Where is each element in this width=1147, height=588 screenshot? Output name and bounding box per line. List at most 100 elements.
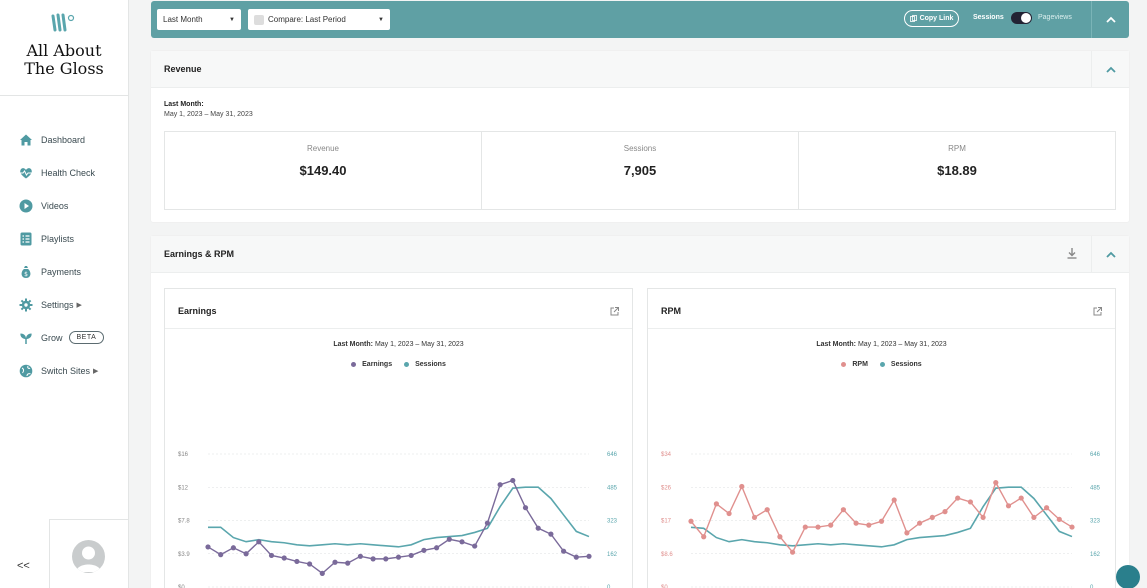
rpm-data-point[interactable] [967,499,973,505]
sidebar-item-settings[interactable]: Settings ▶ [0,288,128,321]
rpm-data-point[interactable] [688,518,694,524]
earnings-data-point[interactable] [383,556,389,562]
rpm-data-point[interactable] [1031,514,1037,521]
help-button[interactable] [1116,565,1140,588]
earnings-data-point[interactable] [548,531,554,537]
legend-item-rpm[interactable]: RPM [841,361,868,368]
site-name: All About The Gloss [0,42,128,78]
earnings-data-point[interactable] [421,547,427,553]
earnings-data-point[interactable] [294,558,300,565]
rpm-data-point[interactable] [980,514,986,521]
earnings-data-point[interactable] [205,544,211,550]
rpm-data-point[interactable] [1069,524,1075,530]
sidebar: All About The Gloss Dashboard Health Che… [0,0,129,588]
copy-link-button[interactable]: Copy Link [904,10,959,27]
sidebar-item-playlists[interactable]: Playlists [0,222,128,255]
earnings-data-point[interactable] [268,552,275,559]
earnings-data-point[interactable] [484,520,490,526]
rpm-data-point[interactable] [1044,505,1050,511]
compare-select[interactable]: Compare: Last Period ▼ [248,9,390,30]
rpm-data-point[interactable] [917,520,923,526]
download-icon[interactable] [1067,248,1077,261]
rpm-data-point[interactable] [713,501,719,507]
play-icon [19,199,33,212]
earnings-data-point[interactable] [408,552,414,559]
legend-item-sessions[interactable]: Sessions [404,361,446,368]
sidebar-item-dashboard[interactable]: Dashboard [0,123,128,156]
earnings-data-point[interactable] [230,545,236,551]
rpm-data-point[interactable] [701,534,707,540]
y-tick-label-left: $3.9 [178,552,190,558]
rpm-data-point[interactable] [840,507,846,513]
rpm-data-point[interactable] [790,549,796,555]
earnings-data-point[interactable] [256,539,262,545]
earnings-data-point[interactable] [573,554,579,560]
avatar[interactable] [72,540,105,573]
legend-item-sessions[interactable]: Sessions [879,361,922,368]
earnings-data-point[interactable] [281,555,287,561]
external-link-icon[interactable] [610,303,619,321]
sidebar-item-grow[interactable]: Grow BETA [0,321,128,354]
rpm-data-point[interactable] [878,518,885,524]
earnings-data-point[interactable] [434,545,440,551]
rpm-data-point[interactable] [942,509,948,515]
earnings-data-point[interactable] [370,556,376,562]
sessions-pageviews-toggle[interactable] [1011,12,1032,24]
legend-item-earnings[interactable]: Earnings [351,361,392,368]
rpm-data-point[interactable] [1018,495,1024,501]
earnings-data-point[interactable] [586,553,592,559]
rpm-data-point[interactable] [815,524,821,530]
sidebar-item-videos[interactable]: Videos [0,189,128,222]
earnings-data-point[interactable] [395,554,402,560]
earnings-data-point[interactable] [561,548,567,554]
sidebar-item-switch-sites[interactable]: Switch Sites ▶ [0,354,128,387]
sidebar-item-label: Switch Sites [41,365,91,376]
earnings-data-point[interactable] [459,539,465,545]
collapse-filters-button[interactable] [1091,1,1129,38]
collapse-earnings-button[interactable] [1091,236,1129,273]
toggle-pageviews-label[interactable]: Pageviews [1038,14,1072,21]
earnings-data-point[interactable] [332,559,338,565]
earnings-data-point[interactable] [535,525,541,531]
earnings-data-point[interactable] [510,477,516,484]
brand-logo-icon[interactable] [0,0,128,40]
rpm-data-point[interactable] [751,514,758,521]
gear-icon [19,298,33,311]
toggle-sessions-label[interactable]: Sessions [973,14,1004,21]
dropdown-arrow-icon: ▼ [378,16,384,23]
rpm-data-point[interactable] [1005,503,1012,509]
collapse-revenue-button[interactable] [1091,51,1129,88]
rpm-data-point[interactable] [993,480,999,486]
earnings-data-point[interactable] [497,482,503,488]
rpm-data-point[interactable] [1056,516,1062,522]
sidebar-item-health-check[interactable]: Health Check [0,156,128,189]
rpm-data-point[interactable] [904,530,910,536]
rpm-data-point[interactable] [866,522,872,528]
rpm-data-point[interactable] [955,495,961,501]
external-link-icon[interactable] [1093,303,1102,321]
earnings-data-point[interactable] [472,543,478,549]
earnings-data-point[interactable] [345,560,351,566]
date-range-select[interactable]: Last Month ▼ [157,9,241,30]
earnings-data-point[interactable] [307,561,313,567]
rpm-data-point[interactable] [828,522,834,528]
earnings-data-point[interactable] [218,552,224,558]
earnings-data-point[interactable] [522,505,529,511]
rpm-data-point[interactable] [777,534,783,540]
rpm-data-point[interactable] [929,514,935,521]
earnings-data-point[interactable] [319,570,325,576]
earnings-data-point[interactable] [357,553,363,559]
collapse-sidebar-button[interactable]: << [17,560,30,572]
earnings-data-point[interactable] [243,551,249,557]
rpm-data-point[interactable] [891,497,897,503]
earnings-data-point[interactable] [446,536,452,542]
revenue-card: Revenue Last Month: May 1, 2023 – May 31… [151,51,1129,222]
sidebar-item-payments[interactable]: $ Payments [0,255,128,288]
y-tick-label-left: $8.6 [661,552,673,558]
rpm-data-point[interactable] [739,483,745,490]
rpm-data-point[interactable] [764,507,770,513]
rpm-data-point[interactable] [853,520,859,526]
rpm-data-point[interactable] [726,510,732,517]
legend-dot [404,362,410,367]
rpm-data-point[interactable] [802,524,808,530]
